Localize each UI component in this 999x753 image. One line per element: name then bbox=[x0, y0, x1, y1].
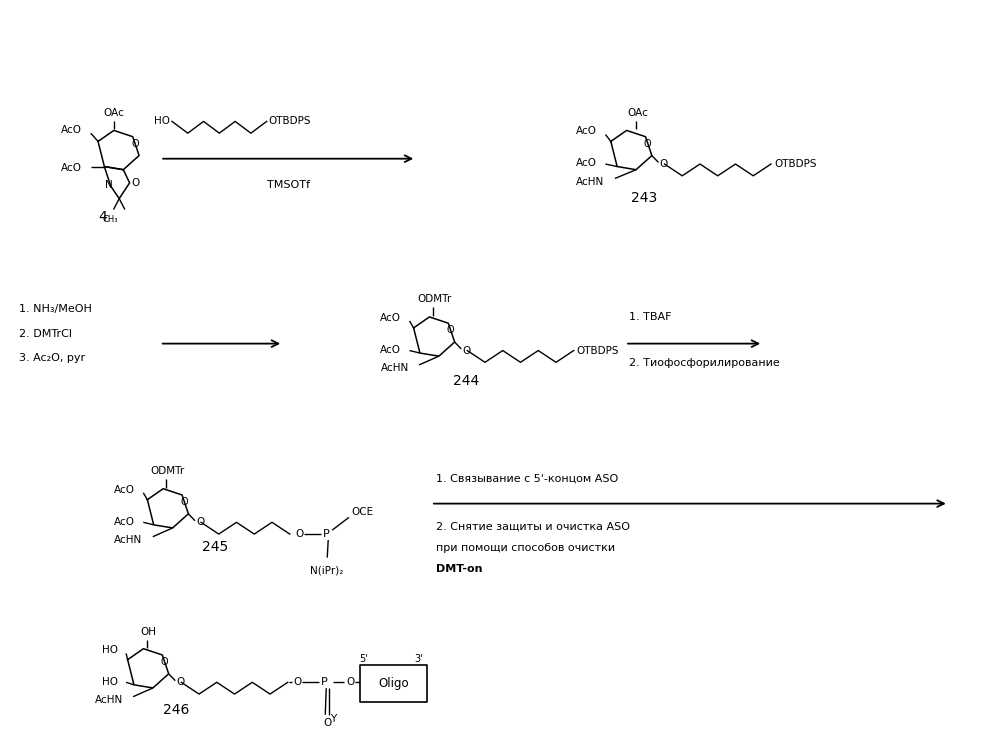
Text: DMT-on: DMT-on bbox=[436, 565, 483, 575]
Text: AcO: AcO bbox=[61, 126, 82, 136]
Text: HO: HO bbox=[154, 117, 170, 127]
Text: OAc: OAc bbox=[627, 108, 648, 118]
Text: O: O bbox=[294, 677, 302, 687]
Text: O: O bbox=[196, 517, 205, 527]
Text: AcHN: AcHN bbox=[95, 695, 123, 705]
Text: O: O bbox=[161, 657, 169, 667]
Text: O: O bbox=[346, 677, 355, 687]
Text: O: O bbox=[323, 718, 332, 727]
Text: 1. Связывание с 5'-концом ASO: 1. Связывание с 5'-концом ASO bbox=[436, 474, 618, 484]
Text: AcO: AcO bbox=[114, 485, 135, 495]
Text: ODMTr: ODMTr bbox=[151, 466, 185, 476]
Text: O: O bbox=[131, 139, 139, 149]
Text: OTBDPS: OTBDPS bbox=[774, 159, 816, 169]
Text: 2. Снятие защиты и очистка ASO: 2. Снятие защиты и очистка ASO bbox=[436, 521, 630, 532]
Text: O: O bbox=[181, 497, 188, 508]
Text: при помощи способов очистки: при помощи способов очистки bbox=[436, 543, 615, 553]
Text: AcO: AcO bbox=[380, 345, 401, 355]
Text: 5': 5' bbox=[360, 654, 368, 663]
Text: OAc: OAc bbox=[104, 108, 124, 118]
Text: 243: 243 bbox=[630, 191, 657, 205]
Text: 1. NH₃/MeOH: 1. NH₃/MeOH bbox=[19, 304, 92, 314]
Text: O: O bbox=[463, 346, 471, 355]
Text: ODMTr: ODMTr bbox=[417, 294, 452, 304]
Text: P: P bbox=[324, 529, 330, 539]
Text: 245: 245 bbox=[202, 540, 229, 553]
Text: OTBDPS: OTBDPS bbox=[269, 117, 311, 127]
Text: O: O bbox=[659, 159, 668, 169]
Text: Y: Y bbox=[330, 714, 337, 724]
Text: CH₃: CH₃ bbox=[103, 215, 118, 224]
Text: OCE: OCE bbox=[351, 508, 373, 517]
Text: N: N bbox=[105, 181, 113, 191]
Text: Oligo: Oligo bbox=[378, 677, 409, 690]
Text: AcO: AcO bbox=[575, 127, 596, 136]
Text: 2. Тиофосфорилирование: 2. Тиофосфорилирование bbox=[629, 358, 780, 368]
Text: 3. Ac₂O, pyr: 3. Ac₂O, pyr bbox=[19, 353, 85, 364]
Text: O: O bbox=[177, 677, 185, 687]
Text: O: O bbox=[447, 325, 455, 335]
Text: 4: 4 bbox=[99, 210, 107, 224]
Text: AcHN: AcHN bbox=[576, 177, 604, 187]
Text: AcO: AcO bbox=[114, 517, 135, 526]
Text: AcHN: AcHN bbox=[114, 535, 143, 545]
Text: 244: 244 bbox=[453, 374, 479, 389]
Text: AcO: AcO bbox=[575, 158, 596, 169]
Text: TMSOTf: TMSOTf bbox=[267, 180, 310, 191]
Text: 3': 3' bbox=[415, 654, 424, 663]
Text: AcO: AcO bbox=[61, 163, 82, 173]
Text: 1. TBAF: 1. TBAF bbox=[629, 312, 671, 322]
Text: AcHN: AcHN bbox=[381, 363, 409, 373]
Text: 2. DMTrCl: 2. DMTrCl bbox=[19, 329, 72, 339]
Text: OH: OH bbox=[140, 627, 156, 637]
Text: HO: HO bbox=[102, 645, 118, 654]
Bar bbox=[360, 665, 427, 702]
Text: P: P bbox=[322, 677, 328, 687]
Text: AcO: AcO bbox=[380, 312, 401, 323]
Text: OTBDPS: OTBDPS bbox=[576, 346, 619, 355]
Text: 246: 246 bbox=[164, 703, 190, 717]
Text: O: O bbox=[131, 178, 139, 188]
Text: O: O bbox=[296, 529, 304, 539]
Text: N(iPr)₂: N(iPr)₂ bbox=[310, 566, 343, 575]
Text: HO: HO bbox=[102, 677, 118, 687]
Text: O: O bbox=[644, 139, 651, 149]
